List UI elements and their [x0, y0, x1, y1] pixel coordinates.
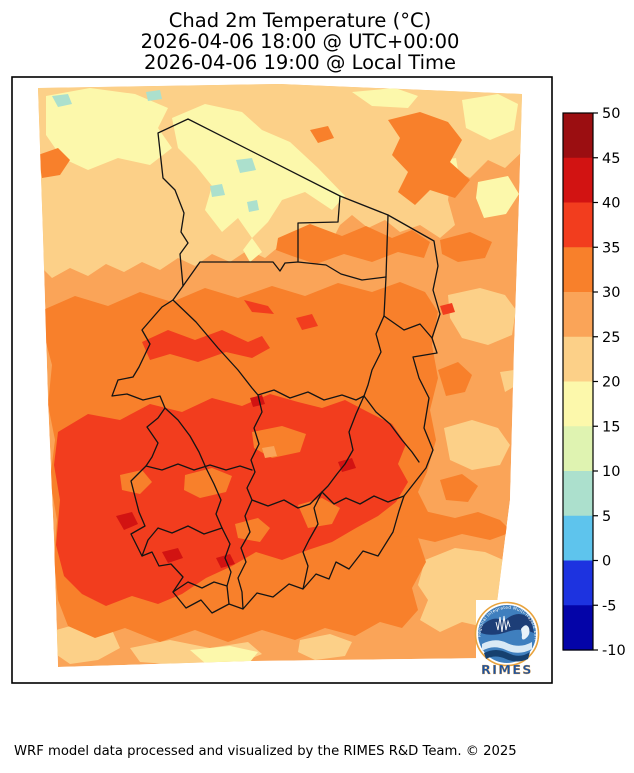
colorbar-tick-label: -10	[602, 643, 626, 659]
chart-title: Chad 2m Temperature (°C)	[169, 9, 431, 32]
colorbar-ticks	[593, 113, 598, 650]
colorbar: 50454035302520151050-5-10	[563, 106, 626, 659]
figure: Chad 2m Temperature (°C) 2026-04-06 18:0…	[0, 0, 634, 769]
temperature-field	[30, 80, 530, 667]
colorbar-tick-label: 45	[602, 151, 620, 167]
colorbar-tick-label: 15	[602, 419, 620, 435]
colorbar-segment	[563, 158, 593, 203]
chart-title-block: Chad 2m Temperature (°C) 2026-04-06 18:0…	[141, 9, 460, 74]
colorbar-tick-label: 10	[602, 464, 620, 480]
chart-subtitle-local: 2026-04-06 19:00 @ Local Time	[144, 51, 456, 74]
logo-wordmark: RIMES	[481, 662, 533, 677]
colorbar-segment	[563, 516, 593, 561]
colorbar-segment	[563, 605, 593, 650]
colorbar-segment	[563, 113, 593, 158]
colorbar-tick-label: 5	[602, 509, 611, 525]
colorbar-tick-label: 50	[602, 106, 620, 122]
colorbar-tick-label: 20	[602, 375, 620, 391]
chart-subtitle-utc: 2026-04-06 18:00 @ UTC+00:00	[141, 30, 460, 53]
colorbar-tick-label: 0	[602, 554, 611, 570]
colorbar-tick-label: -5	[602, 598, 616, 614]
colorbar-segment	[563, 337, 593, 382]
colorbar-segment	[563, 471, 593, 516]
colorbar-segments	[563, 113, 593, 651]
colorbar-segment	[563, 382, 593, 427]
colorbar-tick-label: 25	[602, 330, 620, 346]
colorbar-tick-label: 35	[602, 240, 620, 256]
colorbar-segment	[563, 561, 593, 606]
colorbar-tick-label: 40	[602, 196, 620, 212]
colorbar-segment	[563, 292, 593, 337]
colorbar-segment	[563, 426, 593, 471]
colorbar-tick-labels: 50454035302520151050-5-10	[602, 106, 626, 659]
footer-credit: WRF model data processed and visualized …	[14, 744, 517, 759]
colorbar-tick-label: 30	[602, 285, 620, 301]
weather-map-figure: Chad 2m Temperature (°C) 2026-04-06 18:0…	[0, 0, 634, 769]
colorbar-segment	[563, 203, 593, 248]
colorbar-segment	[563, 247, 593, 292]
